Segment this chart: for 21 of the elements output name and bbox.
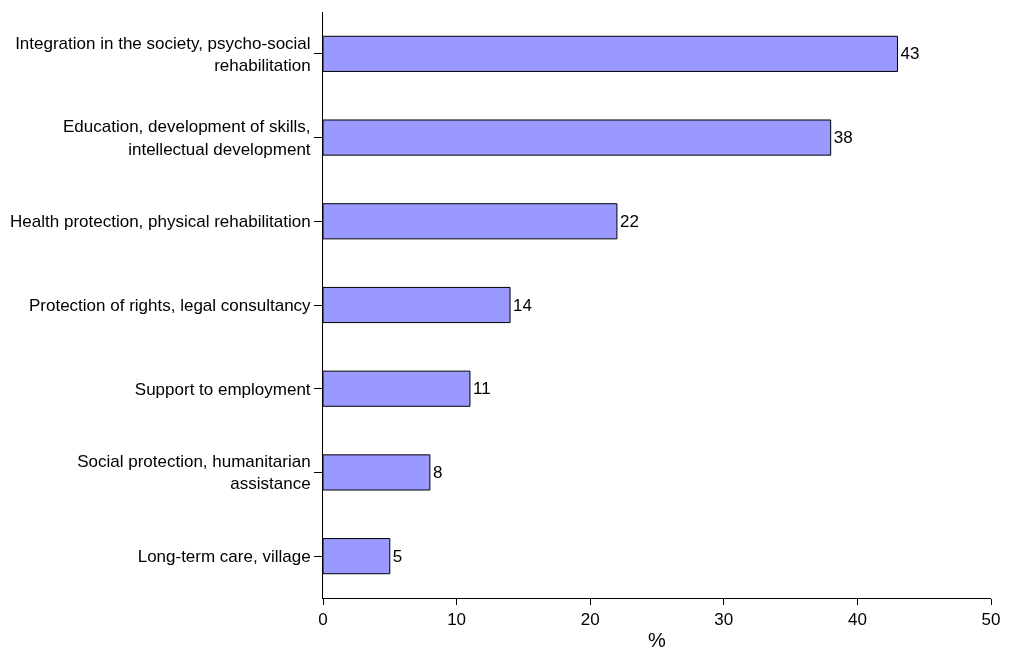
y-tick-label: Integration in the society, psycho-social rehabilitation	[15, 33, 311, 75]
data-label: 5	[392, 546, 403, 566]
data-label: 11	[472, 379, 491, 399]
x-tick-label: 30	[714, 610, 734, 630]
x-tick-label: 40	[847, 610, 867, 630]
x-axis-title: %	[648, 628, 667, 651]
y-tick-label: Health protection, physical rehabilitation	[10, 212, 311, 232]
x-tick-label: 10	[447, 610, 467, 630]
data-label: 14	[513, 295, 532, 315]
y-tick-label: Education, development of skills, intellectual development	[63, 117, 311, 159]
x-tick-label: 0	[318, 610, 328, 630]
y-tick-label: Support to employment	[134, 379, 311, 399]
y-tick-label: Long-term care, village	[137, 547, 311, 567]
x-tick-label: 20	[580, 610, 600, 630]
data-label: 43	[900, 44, 920, 64]
y-tick-label: Social protection, humanitarian assistance	[77, 452, 311, 494]
data-label: 38	[833, 128, 853, 148]
data-label: 22	[619, 211, 639, 231]
x-tick-label: 50	[981, 610, 1001, 630]
data-label: 8	[432, 462, 443, 482]
y-tick-label: Protection of rights, legal consultancy	[28, 295, 312, 315]
